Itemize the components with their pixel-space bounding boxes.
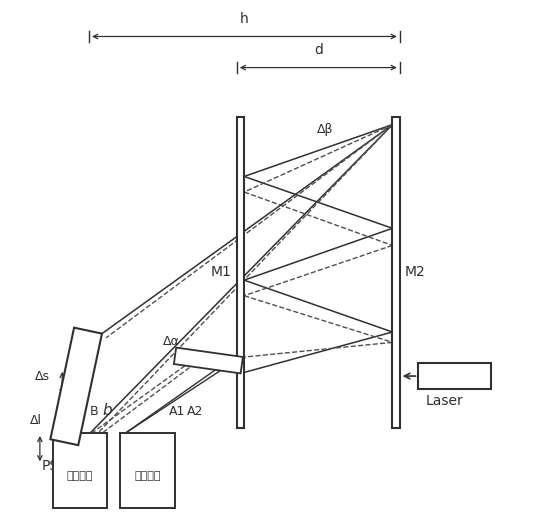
Polygon shape [174, 347, 243, 374]
Text: B: B [90, 405, 99, 418]
Text: M2: M2 [405, 265, 426, 279]
Text: Laser: Laser [426, 394, 463, 408]
Bar [419, 363, 491, 389]
Text: Δα: Δα [163, 334, 180, 347]
Text: 待测样品: 待测样品 [67, 471, 93, 481]
Bar [53, 433, 107, 508]
Polygon shape [50, 328, 102, 445]
Text: M1: M1 [211, 265, 232, 279]
Text: d: d [314, 43, 323, 57]
Text: Δl: Δl [29, 413, 41, 427]
Text: A2: A2 [187, 405, 204, 418]
Text: A1: A1 [169, 405, 185, 418]
Bar [120, 433, 175, 508]
Text: Δs: Δs [35, 369, 50, 383]
Text: h: h [240, 12, 249, 26]
Text: b: b [102, 402, 112, 418]
Text: Δβ: Δβ [317, 123, 334, 136]
Bar [237, 117, 244, 428]
Bar [392, 117, 400, 428]
Text: PSD: PSD [41, 459, 69, 473]
Text: 固定支架: 固定支架 [134, 471, 161, 481]
